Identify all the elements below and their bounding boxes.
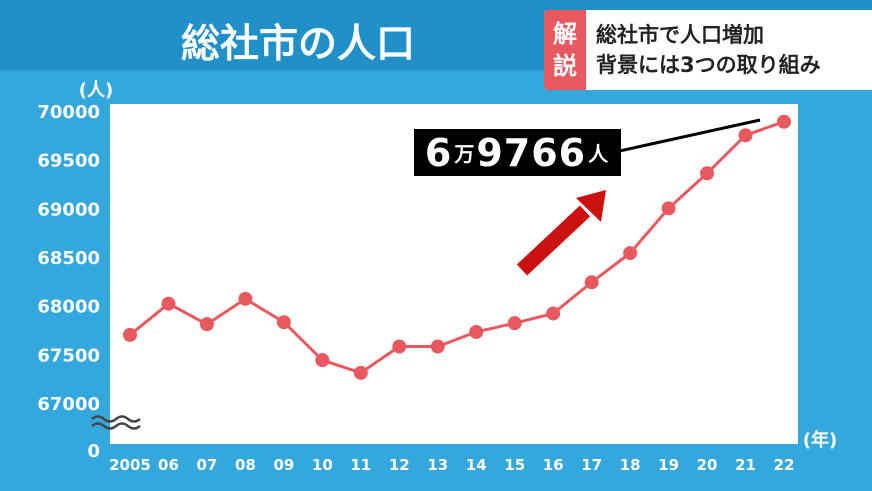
x-tick-label: 15: [504, 456, 525, 474]
x-tick-label: 16: [543, 456, 564, 474]
banner-text: 総社市で人口増加 背景には3つの取り組み: [596, 20, 821, 80]
data-point: [700, 166, 715, 181]
explainer-tag-char-1: 解: [553, 20, 577, 48]
x-axis-label: (年): [803, 429, 837, 451]
x-tick-label: 08: [235, 456, 256, 474]
data-point: [238, 291, 253, 306]
x-tick-label: 17: [581, 456, 602, 474]
x-tick-label: 06: [158, 456, 179, 474]
data-point: [661, 201, 676, 216]
callout-unit-2: 人: [588, 142, 609, 166]
callout-num-2: 9766: [476, 130, 587, 175]
x-tick-label: 21: [735, 456, 756, 474]
y-tick-label: 68500: [37, 248, 100, 269]
x-tick-labels: 2005 06 07 08 09 10 11 12 13 14 15 16 17 18 19 20 21 22: [109, 456, 794, 474]
callout-num-1: 6: [424, 130, 453, 175]
y-axis-label: (人): [79, 80, 113, 101]
y-zero-label: 0: [87, 441, 100, 462]
data-point: [199, 317, 214, 332]
x-tick-label: 20: [697, 456, 718, 474]
x-tick-label: 19: [658, 456, 679, 474]
axis-break-icon: [91, 415, 141, 430]
x-tick-label: 22: [774, 456, 795, 474]
data-point: [584, 275, 599, 290]
data-point: [123, 327, 137, 342]
data-point: [353, 365, 368, 380]
data-point: [276, 315, 291, 330]
explainer-tag-char-2: 説: [553, 52, 577, 80]
value-callout: 6 万 9766 人: [414, 129, 621, 176]
x-tick-label: 11: [350, 456, 371, 474]
y-tick-label: 67000: [37, 394, 100, 415]
data-point: [623, 246, 638, 261]
x-tick-label: 13: [427, 456, 448, 474]
y-tick-label: 68000: [37, 297, 100, 318]
y-tick-labels: 70000 69500 69000 68500 68000 67500 67000: [37, 102, 100, 415]
data-point: [546, 306, 561, 321]
upward-arrow-icon: [516, 190, 606, 276]
y-tick-label: 69000: [37, 199, 100, 220]
data-point: [315, 353, 330, 368]
callout-unit-1: 万: [454, 142, 475, 166]
data-point: [738, 128, 753, 143]
explainer-tag: 解 説: [544, 10, 586, 90]
data-point: [507, 316, 522, 331]
data-point: [430, 339, 445, 354]
explainer-banner: 解 説 総社市で人口増加 背景には3つの取り組み: [544, 10, 872, 90]
x-tick-label: 18: [620, 456, 641, 474]
data-point: [392, 339, 407, 354]
x-tick-label: 2005: [109, 456, 151, 474]
data-point: [161, 296, 176, 311]
x-tick-label: 10: [312, 456, 333, 474]
x-tick-label: 12: [389, 456, 410, 474]
chart-title: 総社市の人口: [181, 22, 415, 67]
y-tick-label: 70000: [37, 102, 100, 123]
x-tick-label: 14: [466, 456, 487, 474]
callout-pointer: [614, 118, 761, 154]
population-points: [123, 114, 791, 380]
banner-line-2: 背景には3つの取り組み: [596, 53, 821, 77]
data-point: [777, 114, 791, 129]
data-point: [469, 324, 484, 339]
x-tick-label: 09: [273, 456, 294, 474]
y-tick-label: 69500: [37, 151, 100, 172]
x-tick-label: 07: [197, 456, 218, 474]
y-tick-label: 67500: [37, 345, 100, 366]
population-line: [129, 120, 785, 375]
banner-line-1: 総社市で人口増加: [596, 23, 764, 47]
